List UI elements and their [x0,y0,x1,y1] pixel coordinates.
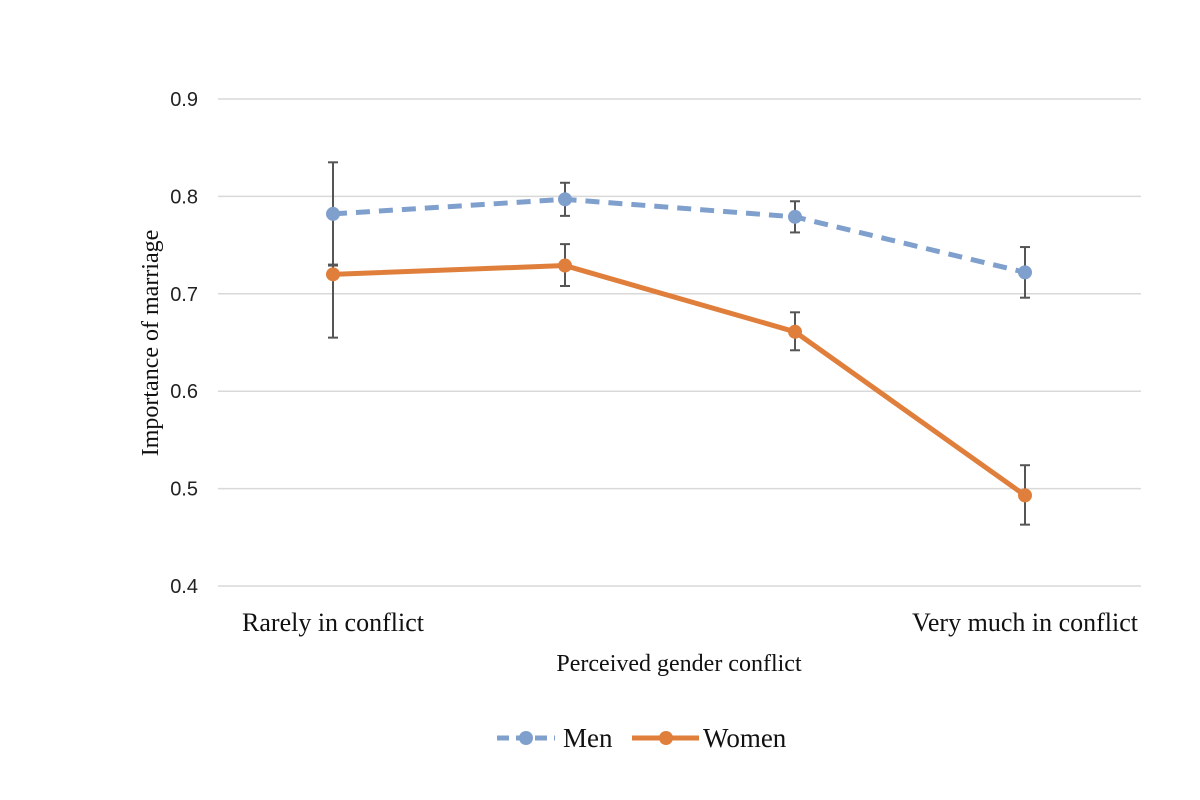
x-end-label-right: Very much in conflict [912,608,1139,637]
y-tick-label-3: 0.7 [170,284,198,306]
y-tick-label-2: 0.6 [170,381,198,403]
legend-item-men: Men [497,723,613,753]
y-tick-label-0: 0.4 [170,576,198,598]
y-tick-label-1: 0.5 [170,479,198,501]
y-tick-label-4: 0.8 [170,186,198,208]
legend-item-women: Women [632,723,787,753]
point-men-0 [326,206,340,221]
data-points [326,192,1032,503]
point-men-3 [1018,265,1032,280]
legend-marker-men [519,731,533,745]
legend-label-women: Women [703,723,787,753]
y-axis-title: Importance of marriage [138,230,164,457]
legend-marker-women [659,731,673,745]
x-axis-title: Perceived gender conflict [556,651,802,677]
point-women-2 [788,324,802,339]
y-tick-label-5: 0.9 [170,89,198,111]
point-women-1 [558,258,572,273]
gridlines [218,98,1141,587]
point-women-0 [326,267,340,282]
x-end-label-left: Rarely in conflict [242,608,425,637]
legend: Men Women [497,723,787,753]
point-women-3 [1018,488,1032,503]
series-line-men [332,196,1026,275]
series-lines [332,196,1027,498]
legend-label-men: Men [563,723,613,753]
series-line-women [332,263,1027,498]
error-bars [328,161,1030,526]
point-men-1 [558,192,572,207]
point-men-2 [788,209,802,224]
y-axis-ticks: 0.4 0.5 0.6 0.7 0.8 0.9 [170,89,198,598]
